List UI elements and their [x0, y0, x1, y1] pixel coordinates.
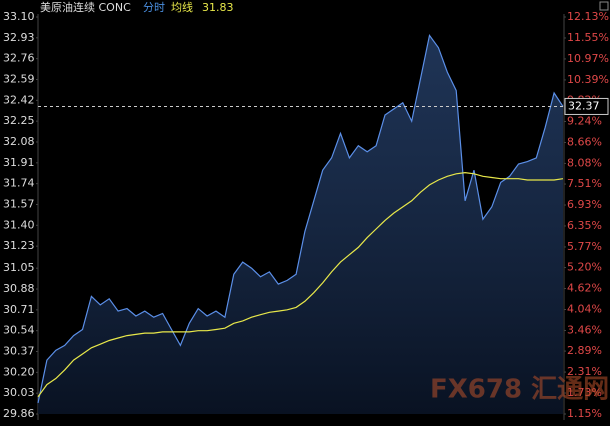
y2-tick-label: 5.20%: [567, 261, 602, 274]
y-tick-label: 30.71: [3, 303, 35, 316]
mode-label[interactable]: 分时: [143, 1, 165, 14]
y2-tick-label: 5.77%: [567, 240, 602, 253]
y2-tick-label: 6.93%: [567, 198, 602, 211]
y2-tick-label: 8.66%: [567, 135, 602, 148]
y2-tick-label: 2.89%: [567, 344, 602, 357]
y2-tick-label: 8.08%: [567, 156, 602, 169]
y2-tick-label: 2.31%: [567, 365, 602, 378]
price-line: [37, 33, 564, 404]
y2-tick-label: 4.62%: [567, 282, 602, 295]
y-tick-label: 30.03: [3, 386, 35, 399]
y-tick-label: 32.93: [3, 31, 35, 44]
y-tick-label: 32.59: [3, 72, 35, 85]
y-tick-label: 31.23: [3, 239, 35, 252]
avg-value: 31.83: [202, 1, 234, 14]
y-tick-label: 33.10: [3, 10, 35, 23]
y2-tick-label: 1.73%: [567, 386, 602, 399]
y2-tick-label: 3.46%: [567, 323, 602, 336]
average-line: [37, 171, 564, 398]
chart-title: 美原油连续 CONC: [40, 0, 131, 14]
y-tick-label: 32.76: [3, 52, 35, 65]
y2-tick-label: 12.13%: [567, 10, 609, 23]
corner-icon[interactable]: [599, 1, 609, 11]
y-tick-label: 31.74: [3, 177, 35, 190]
y2-tick-label: 4.04%: [567, 303, 602, 316]
y2-tick-label: 10.97%: [567, 52, 609, 65]
y-tick-label: 32.42: [3, 93, 35, 106]
y2-tick-label: 11.55%: [567, 31, 609, 44]
y-tick-label: 31.91: [3, 156, 35, 169]
y-tick-label: 30.54: [3, 324, 35, 337]
current-price-box: [564, 97, 609, 115]
y-tick-label: 29.86: [3, 407, 35, 420]
price-area: [38, 35, 563, 415]
y-tick-label: 32.08: [3, 135, 35, 148]
y-tick-label: 30.37: [3, 345, 35, 358]
y2-tick-label: 10.39%: [567, 73, 609, 86]
y-tick-label: 30.88: [3, 282, 35, 295]
y-tick-label: 31.40: [3, 218, 35, 231]
current-price-label: 32.37: [568, 99, 600, 112]
y-tick-label: 32.25: [3, 114, 35, 127]
y2-tick-label: 9.24%: [567, 114, 602, 127]
y2-tick-label: 7.51%: [567, 177, 602, 190]
y-tick-label: 30.20: [3, 365, 35, 378]
watermark: FX678 汇通网: [430, 375, 609, 405]
y-tick-label: 31.57: [3, 197, 35, 210]
y-tick-label: 31.05: [3, 261, 35, 274]
avg-label[interactable]: 均线: [171, 0, 193, 14]
y2-tick-label: 1.15%: [567, 407, 602, 420]
y2-tick-label: 6.35%: [567, 219, 602, 232]
